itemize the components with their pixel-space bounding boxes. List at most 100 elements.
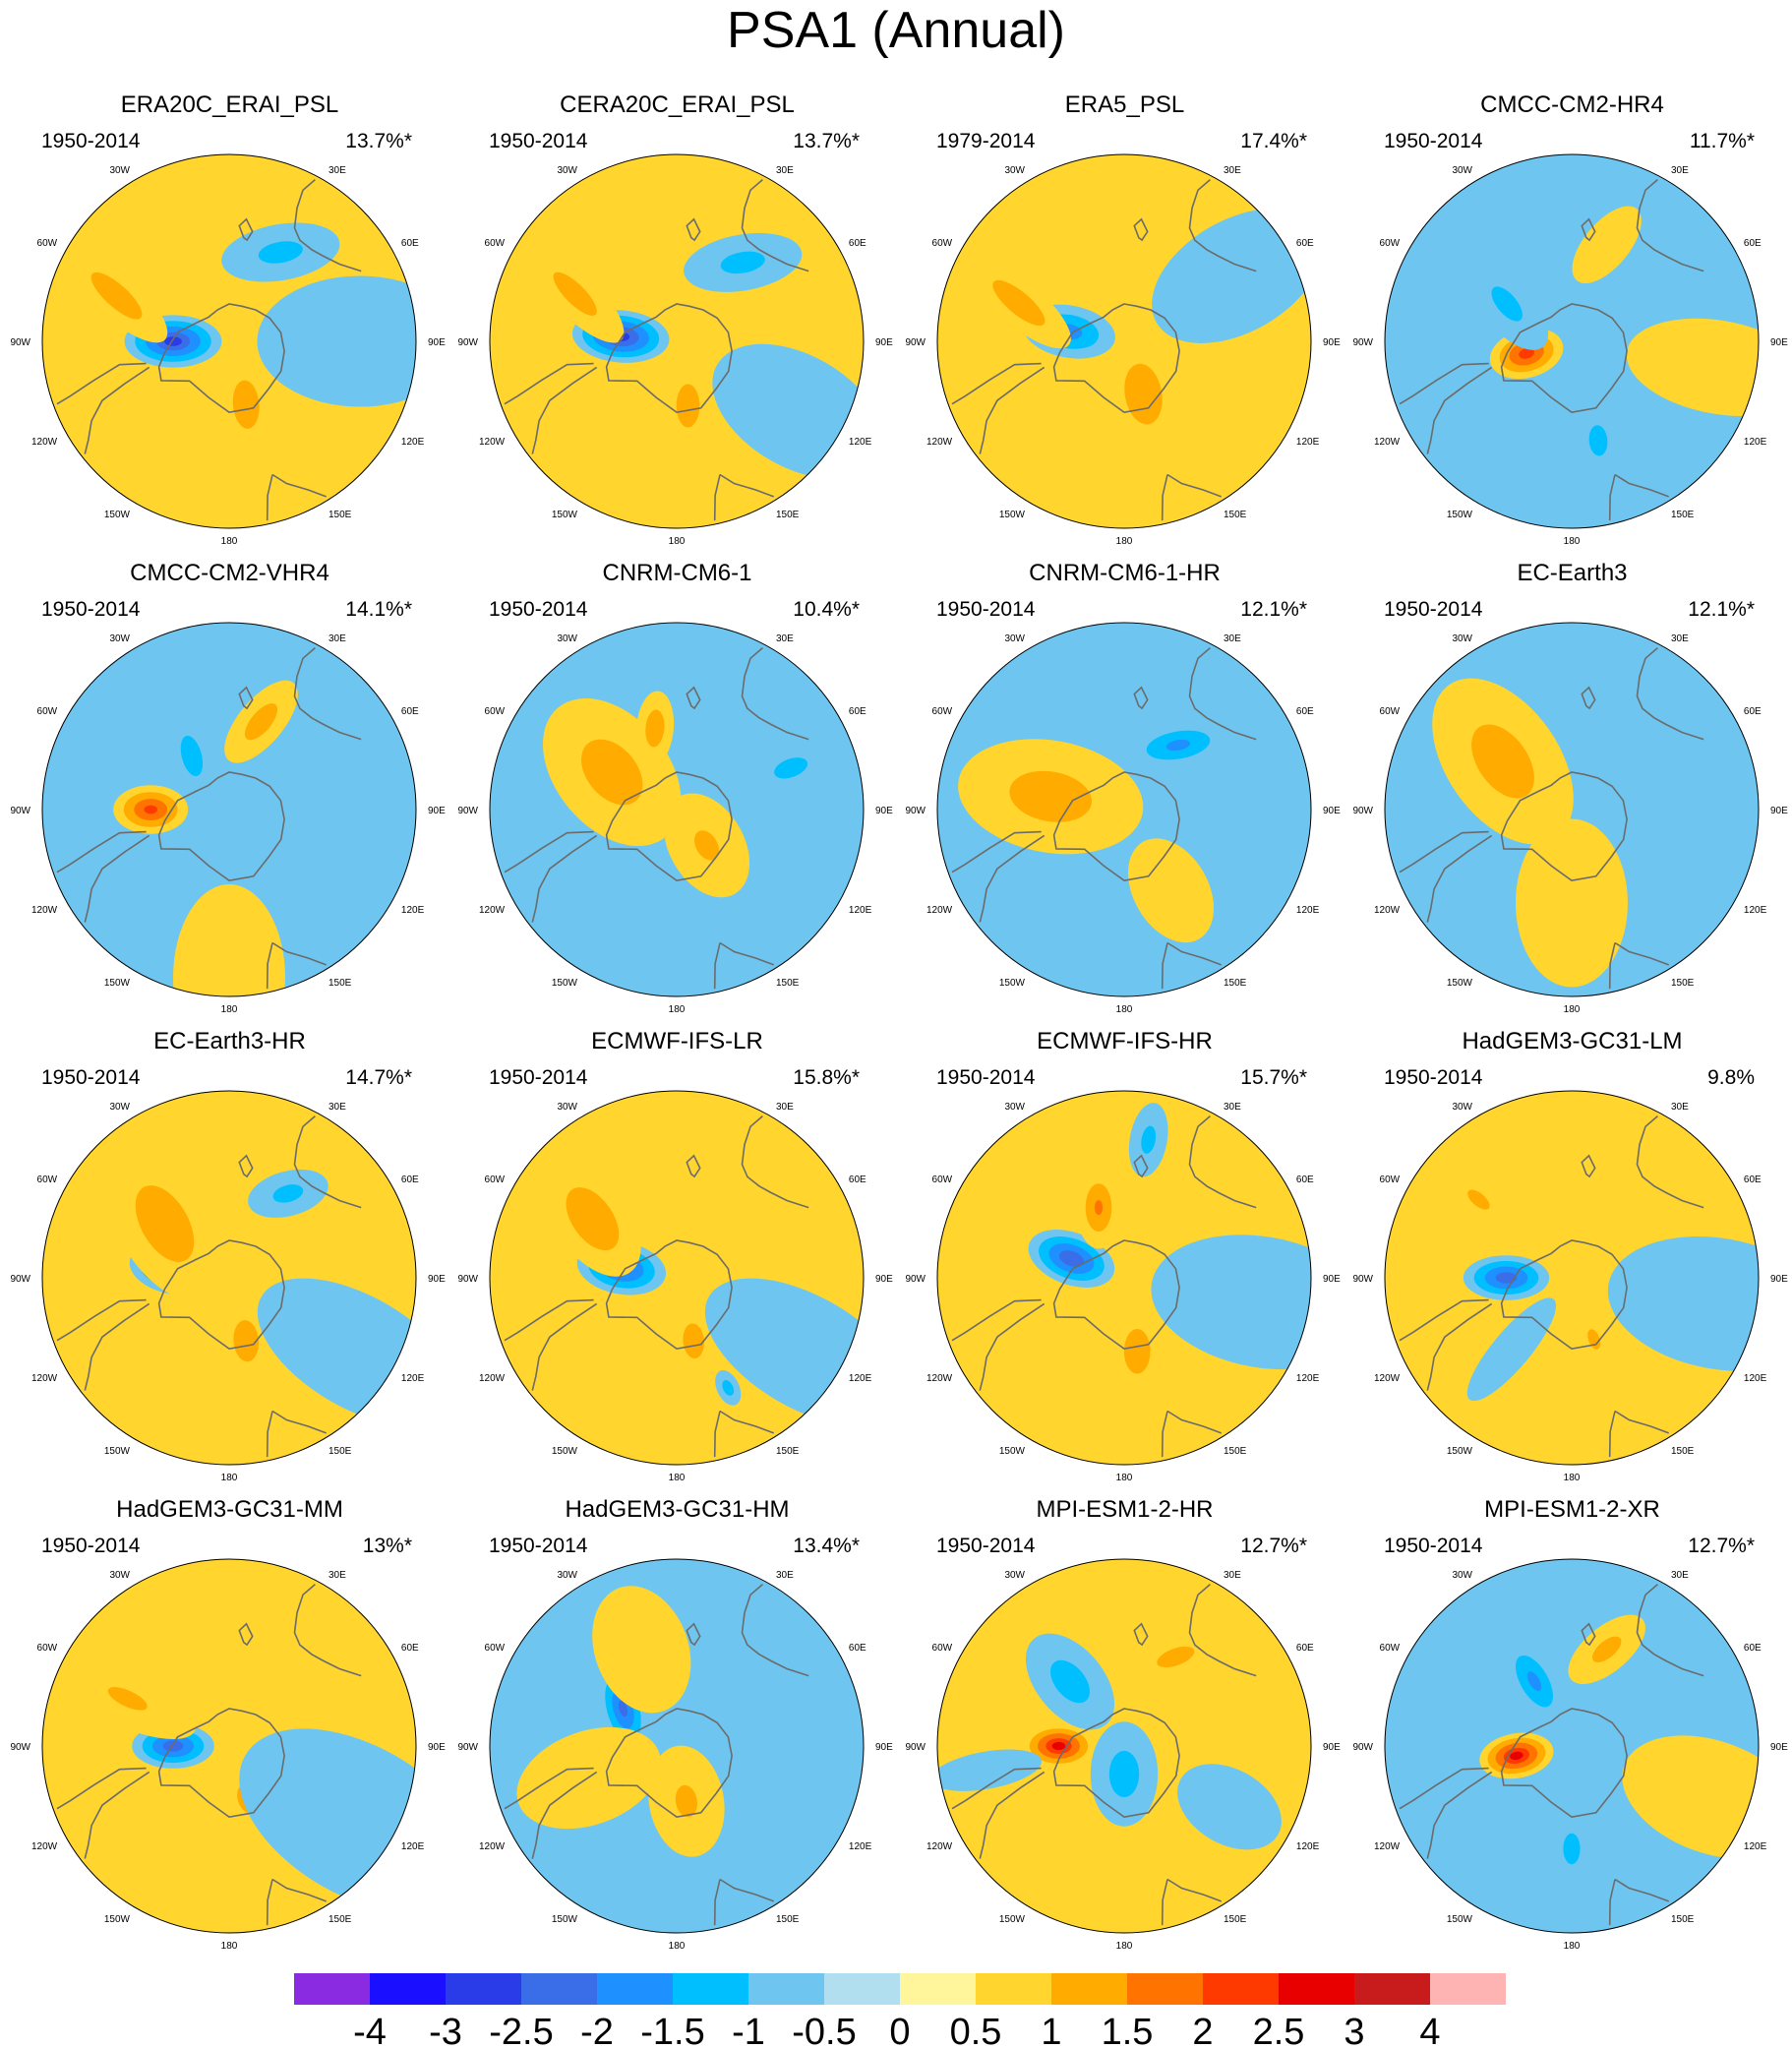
polar-map: 030E60E90E120E150E180150W120W90W60W30W — [905, 1090, 1341, 1483]
coastline — [157, 1239, 285, 1351]
panel-variance: 17.4%* — [1240, 130, 1307, 152]
longitude-label: 150W — [104, 510, 131, 520]
longitude-label: 30W — [1004, 1102, 1025, 1113]
coastline — [979, 1302, 1045, 1391]
longitude-label: 30W — [1004, 1570, 1025, 1581]
map-border — [936, 153, 1312, 529]
longitude-label: 150W — [552, 1914, 578, 1925]
colorbar-label: -4 — [353, 2012, 387, 2048]
longitude-label: 30W — [557, 165, 577, 176]
coastline — [531, 1302, 598, 1391]
coastline — [1581, 686, 1596, 710]
coastline — [1608, 474, 1616, 521]
anomaly-contour — [232, 380, 260, 429]
longitude-label: 180 — [1116, 1941, 1133, 1952]
longitude-label: 60W — [1380, 1643, 1401, 1654]
longitude-label: 60E — [1744, 706, 1762, 717]
longitude-label: 150W — [1447, 1446, 1473, 1457]
anomaly-contour — [1563, 1833, 1581, 1865]
anomaly-contour — [1051, 1741, 1066, 1751]
map-border — [489, 622, 865, 997]
longitude-label: 30E — [1671, 1102, 1689, 1113]
longitude-label: 150W — [552, 1446, 578, 1457]
coastline — [1614, 473, 1669, 498]
longitude-label: 180 — [221, 1473, 238, 1483]
coastline — [84, 366, 150, 454]
map-border — [489, 1558, 865, 1934]
colorbar-label: 4 — [1419, 2012, 1440, 2048]
coastline — [1133, 217, 1149, 242]
coastline — [271, 1410, 327, 1434]
anomaly-contour — [107, 1687, 148, 1711]
coastline — [1426, 834, 1493, 923]
coastline — [1399, 1767, 1489, 1810]
longitude-label: 120W — [31, 1373, 58, 1384]
colorbar-label: 0.5 — [950, 2012, 1002, 2048]
coastline — [713, 1411, 721, 1458]
coastline — [719, 1878, 774, 1902]
longitude-label: 120E — [1744, 1373, 1767, 1384]
anomaly-contour — [135, 1185, 195, 1262]
longitude-label: 90E — [875, 1742, 893, 1753]
anomaly-contour — [1607, 1235, 1759, 1371]
longitude-label: 90W — [457, 1274, 478, 1285]
longitude-label: 180 — [669, 1004, 686, 1015]
longitude-label: 180 — [221, 536, 238, 547]
longitude-label: 60E — [849, 1643, 866, 1654]
longitude-label: 180 — [669, 1473, 686, 1483]
coastline — [1166, 473, 1222, 498]
longitude-label: 120E — [849, 905, 872, 916]
anomaly-contour — [233, 1320, 259, 1362]
polar-map: 030E60E90E120E150E180150W120W90W60W30W — [10, 622, 446, 1015]
longitude-label: 30E — [329, 633, 346, 644]
longitude-label: 60E — [1744, 1643, 1762, 1654]
coastline — [238, 1154, 254, 1178]
coastline — [504, 830, 594, 873]
panel-variance: 11.7%* — [1689, 130, 1755, 152]
panel-period: 1950-2014 — [489, 130, 588, 152]
longitude-label: 150E — [329, 1446, 352, 1457]
longitude-label: 150W — [1447, 510, 1473, 520]
longitude-label: 30W — [109, 1102, 130, 1113]
coastline — [504, 1767, 594, 1810]
longitude-label: 90W — [10, 806, 30, 816]
longitude-label: 150E — [1224, 1446, 1247, 1457]
map-panel: CMCC-CM2-VHR41950-201414.1%*030E60E90E12… — [6, 559, 453, 1026]
panel-title: ECMWF-IFS-LR — [591, 1028, 763, 1054]
longitude-label: 150W — [104, 1914, 131, 1925]
anomaly-contour — [1049, 1659, 1091, 1704]
anomaly-contour — [1572, 206, 1642, 284]
map-panel: ECMWF-IFS-LR1950-201415.8%*030E60E90E120… — [453, 1027, 901, 1494]
coastline — [293, 1583, 362, 1677]
coastline — [1500, 303, 1628, 414]
longitude-label: 60W — [1380, 706, 1401, 717]
colorbar-swatch — [1279, 1973, 1354, 2005]
coastline — [1052, 1239, 1180, 1351]
coastline — [157, 303, 285, 414]
map-border — [41, 622, 417, 997]
longitude-label: 60W — [932, 238, 953, 249]
longitude-label: 90E — [875, 806, 893, 816]
longitude-label: 60E — [849, 238, 866, 249]
longitude-label: 150W — [999, 978, 1026, 989]
longitude-label: 150W — [1447, 1914, 1473, 1925]
coastline — [605, 303, 733, 414]
longitude-label: 150E — [776, 1914, 800, 1925]
coastline — [1166, 1878, 1222, 1902]
map-border — [936, 622, 1312, 997]
longitude-label: 120W — [31, 437, 58, 448]
longitude-label: 90W — [10, 337, 30, 348]
anomaly-contour — [992, 279, 1045, 327]
polar-map: 030E60E90E120E150E180150W120W90W60W30W — [905, 622, 1341, 1015]
colorbar-label: -3 — [429, 2012, 462, 2048]
longitude-label: 120W — [1374, 437, 1401, 448]
longitude-label: 150W — [999, 510, 1026, 520]
colorbar-label: 2 — [1192, 2012, 1213, 2048]
panel-variance: 12.1%* — [1688, 598, 1755, 621]
colorbar-swatch — [900, 1973, 976, 2005]
coastline — [741, 178, 809, 272]
longitude-label: 90W — [905, 1274, 926, 1285]
colorbar-label: -1.5 — [640, 2012, 704, 2048]
colorbar-swatch — [446, 1973, 521, 2005]
anomaly-contour — [592, 1586, 691, 1714]
